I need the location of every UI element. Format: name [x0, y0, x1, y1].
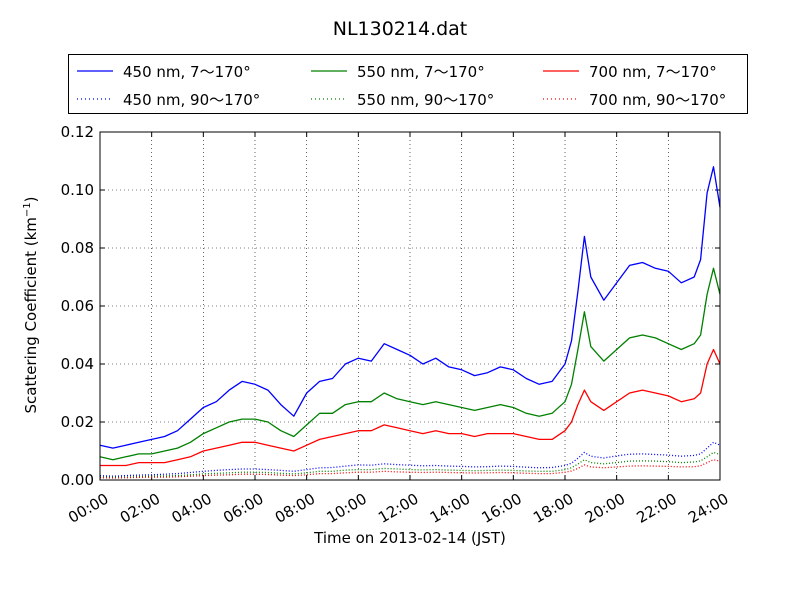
legend-label-550-full: 550 nm, 7～170°	[357, 63, 485, 81]
series-line-3	[99, 441, 721, 477]
series-line-4	[100, 451, 721, 478]
legend-swatch-450-full	[77, 70, 113, 72]
y-tick-label: 0.10	[61, 181, 94, 199]
plot-frame	[99, 131, 721, 481]
y-tick-label: 0.06	[61, 297, 94, 315]
legend-swatch-700-full	[543, 70, 579, 72]
x-axis-label: Time on 2013-02-14 (JST)	[314, 529, 506, 547]
legend-label-700-full: 700 nm, 7～170°	[589, 63, 717, 81]
legend-label-550-back: 550 nm, 90～170°	[357, 91, 495, 109]
series-line-5	[99, 459, 721, 479]
y-tick-label: 0.04	[61, 355, 94, 373]
chart-title: NL130214.dat	[332, 18, 468, 40]
x-tick-label: 12:00	[375, 490, 421, 527]
x-tick-label: 06:00	[220, 490, 266, 527]
x-tick-label: 04:00	[168, 490, 214, 527]
legend-label-450-back: 450 nm, 90～170°	[123, 91, 261, 109]
y-axis-label-end: )	[22, 196, 40, 203]
y-tick-label: 0.00	[61, 471, 94, 489]
legend-label-700-back: 700 nm, 90～170°	[589, 91, 727, 109]
y-axis-label-unit-exponent: −1	[22, 202, 33, 218]
x-tick-label: 24:00	[685, 490, 731, 527]
x-tick-label: 02:00	[117, 490, 163, 527]
y-tick-label: 0.02	[61, 413, 94, 431]
y-tick-label: 0.08	[61, 239, 94, 257]
legend-swatch-550-full	[311, 70, 347, 72]
y-axis-label-text: Scattering Coefficient (km	[22, 217, 40, 414]
x-tick-label: 08:00	[272, 490, 318, 527]
series-line-2	[100, 348, 721, 467]
series-line-1	[99, 267, 721, 461]
x-tick-label: 14:00	[427, 490, 473, 527]
x-tick-label: 20:00	[582, 490, 628, 527]
x-tick-label: 10:00	[323, 490, 369, 527]
chart-legend: 450 nm, 7～170° 550 nm, 7～170° 700 nm, 7～…	[68, 54, 748, 114]
x-tick-label: 22:00	[633, 490, 679, 527]
x-tick-label: 16:00	[478, 490, 524, 527]
legend-label-450-full: 450 nm, 7～170°	[123, 63, 251, 81]
x-tick-label: 18:00	[530, 490, 576, 527]
y-tick-label: 0.12	[61, 123, 94, 141]
x-tick-label: 00:00	[65, 490, 111, 527]
y-axis-label: Scattering Coefficient (km−1)	[22, 196, 40, 413]
series-line-0	[99, 166, 721, 449]
